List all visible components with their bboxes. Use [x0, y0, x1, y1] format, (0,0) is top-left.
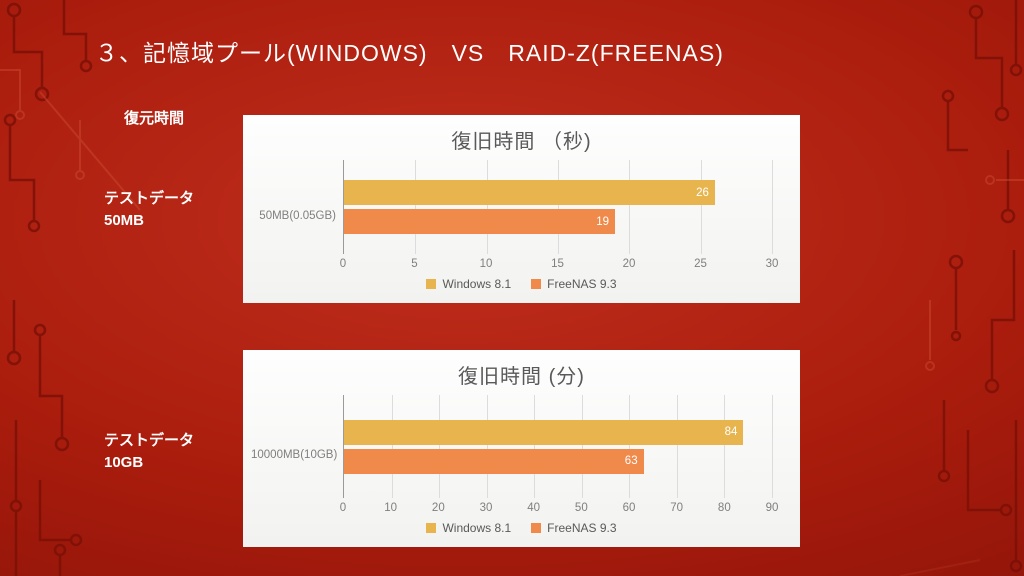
category-label: 50MB(0.05GB) — [259, 209, 336, 222]
bar-windows-8-1: 84 — [344, 419, 744, 445]
label-test2-line1: テストデータ — [104, 432, 195, 449]
gridline — [391, 395, 393, 498]
slide-title: ３、記憶域プール(WINDOWS) VS RAID-Z(FREENAS) — [95, 40, 724, 66]
label-recovery-time-text: 復元時間 — [124, 110, 185, 127]
bar-freenas-9-3: 19 — [344, 209, 616, 234]
x-tick-label: 0 — [339, 502, 347, 514]
gridline — [486, 160, 488, 254]
x-tick-label: 80 — [717, 502, 731, 514]
bar-group: 26 19 — [344, 160, 772, 254]
legend-label: Windows 8.1 — [442, 277, 512, 291]
x-tick-label: 10 — [479, 258, 493, 270]
plot-row: 10000MB(10GB) 84 63 0 10 20 30 40 50 60 70 80 90 — [243, 389, 800, 515]
legend-label: Windows 8.1 — [442, 521, 512, 535]
bar-value-label: 26 — [696, 186, 709, 199]
chart-title: 復旧時間 (分) — [458, 366, 585, 388]
x-axis: 0 5 10 15 20 25 30 — [339, 254, 779, 271]
x-tick-label: 90 — [765, 502, 779, 514]
label-test-data-50mb: テストデータ 50MB — [104, 188, 194, 232]
x-tick-label: 15 — [551, 258, 564, 270]
category-label: 10000MB(10GB) — [251, 449, 338, 461]
bar-group: 84 63 — [344, 395, 772, 498]
label-recovery-time: 復元時間 — [124, 108, 184, 130]
x-tick-label: 10 — [384, 502, 398, 514]
label-test1-line1: テストデータ — [104, 190, 195, 207]
legend-swatch — [531, 523, 542, 533]
bar-windows-8-1: 26 — [344, 180, 715, 205]
label-test1-line2: 50MB — [104, 211, 145, 229]
bar-freenas-9-3: 63 — [344, 448, 644, 474]
x-axis: 0 10 20 30 40 50 60 70 80 90 — [339, 498, 779, 515]
legend: Windows 8.1 FreeNAS 9.3 — [243, 271, 800, 297]
chart-title: 復旧時間 （秒) — [451, 131, 592, 153]
x-tick-label: 30 — [479, 502, 493, 514]
gridline — [700, 160, 702, 254]
gridline — [629, 160, 631, 254]
gridline — [772, 160, 773, 254]
x-tick-label: 25 — [694, 258, 707, 270]
gridline — [581, 395, 583, 498]
chart-seconds-panel: 復旧時間 （秒) 50MB(0.05GB) 26 19 0 5 10 15 20 25 30 … — [243, 115, 800, 303]
label-test-data-10gb: テストデータ 10GB — [104, 430, 194, 474]
gridline — [772, 395, 773, 498]
chart-minutes-panel: 復旧時間 (分) 10000MB(10GB) 84 63 0 10 20 30 40 50 6… — [243, 350, 800, 547]
gridline — [558, 160, 559, 254]
x-tick-label: 40 — [527, 502, 541, 514]
bar-value-label: 63 — [624, 455, 638, 467]
plot-column: 26 19 0 5 10 15 20 25 30 — [339, 160, 779, 271]
plot-column: 84 63 0 10 20 30 40 50 60 70 80 90 — [339, 395, 779, 515]
gridline — [415, 160, 417, 254]
x-tick-label: 0 — [339, 258, 347, 270]
legend-item-windows-8-1: Windows 8.1 — [426, 521, 511, 535]
legend-label: FreeNAS 9.3 — [547, 521, 617, 535]
plot-area: 84 63 — [343, 395, 773, 498]
legend-swatch — [426, 279, 437, 289]
plot-area: 26 19 — [343, 160, 773, 254]
gridline — [676, 395, 678, 498]
gridline — [724, 395, 726, 498]
x-tick-label: 20 — [622, 258, 636, 270]
bar-value-label: 19 — [596, 215, 610, 228]
x-tick-label: 20 — [431, 502, 445, 514]
gridline — [486, 395, 488, 498]
gridline — [439, 395, 441, 498]
gridline — [629, 395, 631, 498]
legend-item-windows-8-1: Windows 8.1 — [426, 277, 511, 291]
gridline — [534, 395, 536, 498]
x-tick-label: 30 — [765, 258, 779, 270]
x-tick-label: 60 — [622, 502, 636, 514]
label-test2-line2: 10GB — [104, 453, 144, 471]
x-tick-label: 70 — [670, 502, 684, 514]
legend: Windows 8.1 FreeNAS 9.3 — [243, 515, 800, 541]
x-tick-label: 5 — [411, 258, 418, 270]
plot-row: 50MB(0.05GB) 26 19 0 5 10 15 20 25 30 — [243, 154, 800, 271]
legend-swatch — [426, 523, 437, 533]
legend-label: FreeNAS 9.3 — [547, 277, 617, 291]
bar-value-label: 84 — [724, 426, 738, 438]
legend-item-freenas-9-3: FreeNAS 9.3 — [531, 521, 617, 535]
x-tick-label: 50 — [574, 502, 588, 514]
legend-swatch — [531, 279, 542, 289]
legend-item-freenas-9-3: FreeNAS 9.3 — [531, 277, 617, 291]
